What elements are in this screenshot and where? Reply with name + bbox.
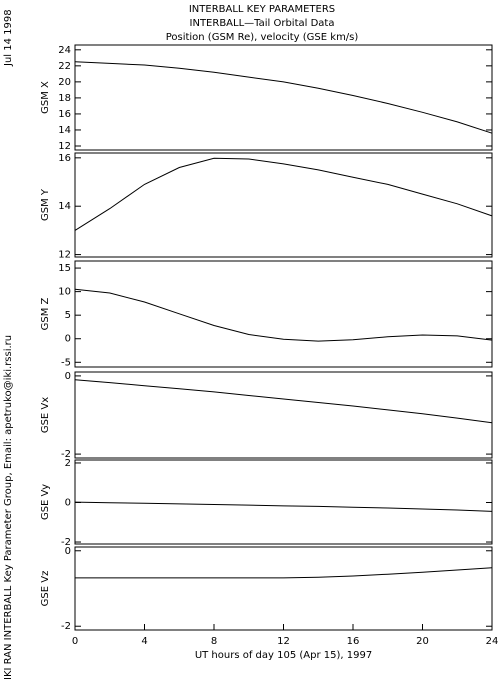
y-tick-label: 16: [58, 153, 71, 164]
data-line: [74, 157, 493, 231]
y-tick-label: 22: [58, 61, 71, 72]
y-tick-label: 16: [58, 109, 71, 120]
y-tick-label: 20: [58, 77, 71, 88]
y-tick-label: -2: [61, 449, 71, 460]
y-axis-label: GSM Z: [40, 297, 51, 330]
panel-frame: [74, 260, 493, 368]
y-tick-label: -5: [61, 357, 71, 368]
y-tick-label: 14: [58, 201, 71, 212]
data-line: [74, 61, 493, 134]
y-tick-label: 0: [65, 371, 71, 382]
data-line: [74, 501, 493, 512]
y-tick-label: 2: [65, 458, 71, 469]
y-tick-label: 10: [58, 287, 71, 298]
panel-frame: [74, 152, 493, 258]
y-axis-label: GSE Vy: [40, 484, 51, 520]
x-tick-label: 20: [416, 636, 429, 647]
date-stamp: Jul 14 1998: [3, 9, 14, 67]
x-axis-label: UT hours of day 105 (Apr 15), 1997: [195, 650, 372, 661]
y-tick-label: 15: [58, 263, 71, 274]
y-tick-label: -2: [61, 537, 71, 548]
x-tick-label: 8: [211, 636, 217, 647]
data-line: [75, 567, 493, 579]
data-line: [74, 288, 493, 342]
y-tick-label: 12: [58, 250, 71, 261]
y-tick-label: 14: [58, 125, 71, 136]
y-axis-label: GSE Vz: [40, 571, 51, 607]
x-tick-label: 16: [347, 636, 360, 647]
y-axis-label: GSM X: [40, 81, 51, 114]
x-tick-label: 24: [486, 636, 499, 647]
x-tick-label: 0: [72, 636, 78, 647]
y-tick-label: 24: [58, 45, 71, 56]
x-tick-label: 12: [277, 636, 290, 647]
y-tick-label: 18: [58, 93, 71, 104]
y-tick-label: 5: [65, 310, 71, 321]
y-tick-label: 0: [65, 334, 71, 345]
data-line: [74, 379, 493, 424]
title-line: INTERBALL—Tail Orbital Data: [190, 18, 335, 29]
title-line: INTERBALL KEY PARAMETERS: [189, 4, 335, 15]
y-tick-label: 0: [65, 497, 71, 508]
panel-frame: [74, 371, 493, 459]
y-tick-label: 0: [65, 546, 71, 557]
x-tick-label: 4: [141, 636, 147, 647]
y-tick-label: 12: [58, 141, 71, 152]
y-tick-label: -2: [61, 621, 71, 632]
title-line: Position (GSM Re), velocity (GSE km/s): [166, 32, 359, 43]
y-axis-label: GSM Y: [40, 188, 51, 221]
y-axis-label: GSE Vx: [40, 397, 51, 433]
credit: IKI RAN INTERBALL Key Parameter Group, E…: [3, 335, 14, 680]
